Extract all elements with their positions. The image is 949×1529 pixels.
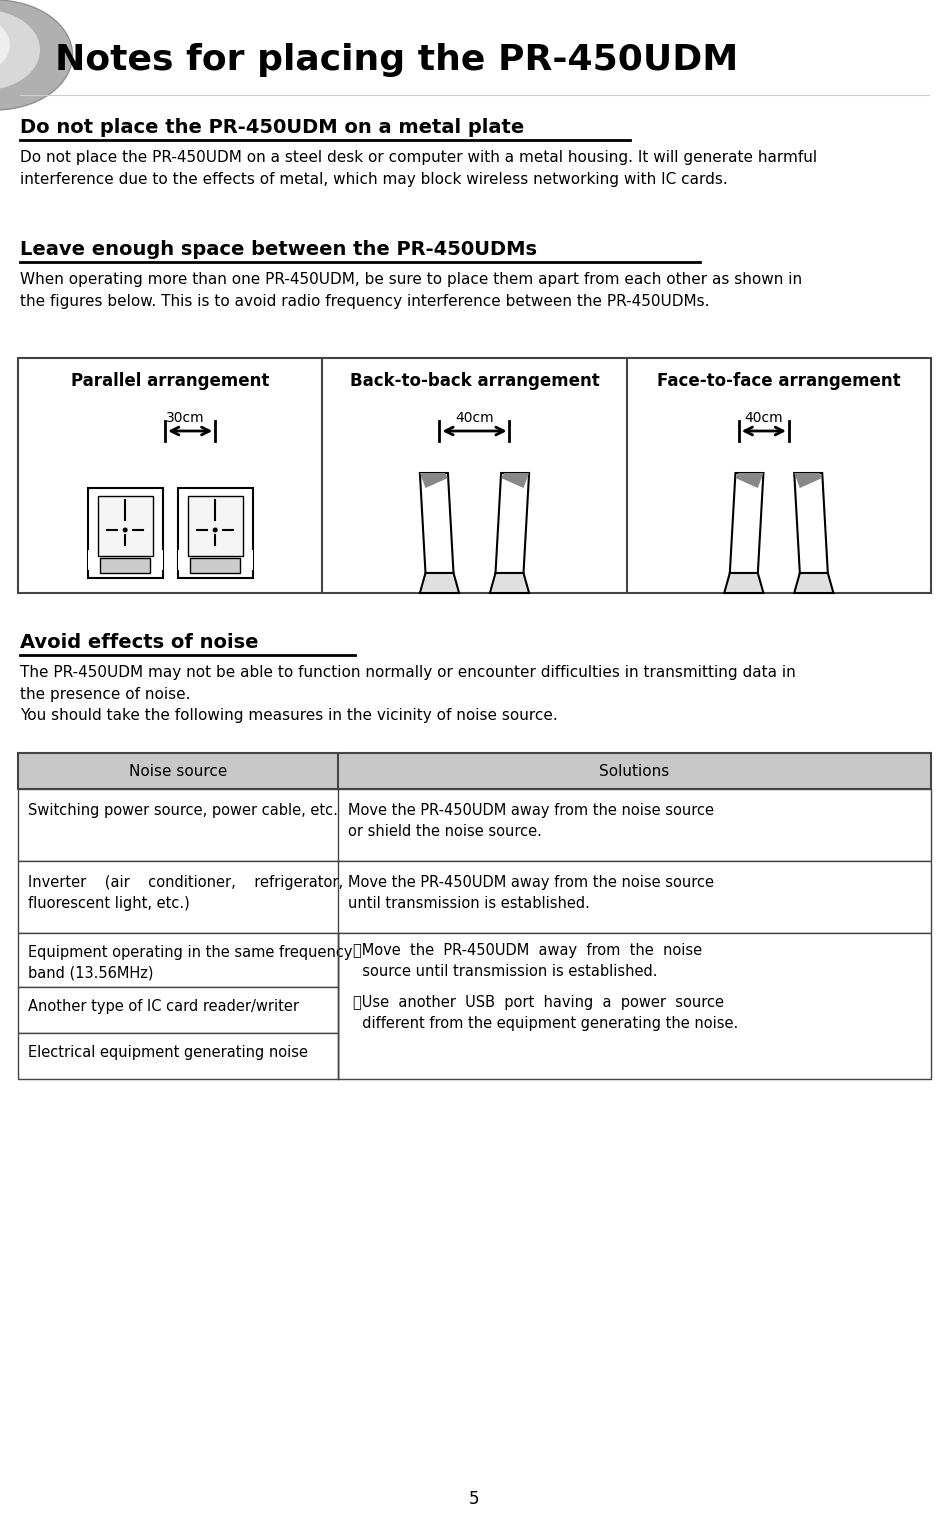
Bar [245, 550, 252, 570]
Polygon shape [490, 573, 530, 593]
Text: Switching power source, power cable, etc.: Switching power source, power cable, etc… [28, 803, 338, 818]
Bar [101, 558, 150, 573]
Text: Noise source: Noise source [129, 763, 227, 778]
Ellipse shape [0, 0, 72, 110]
Text: 40cm: 40cm [745, 411, 783, 425]
Polygon shape [794, 573, 833, 593]
Bar [338, 933, 931, 1079]
Text: 40cm: 40cm [456, 411, 493, 425]
Bar [190, 558, 240, 573]
Polygon shape [794, 472, 822, 488]
Polygon shape [419, 472, 448, 488]
Text: Notes for placing the PR-450UDM: Notes for placing the PR-450UDM [55, 43, 738, 76]
Bar [177, 488, 252, 578]
Bar [98, 495, 153, 557]
Bar [155, 550, 162, 570]
Bar [177, 550, 186, 570]
Bar [18, 861, 931, 933]
Text: When operating more than one PR-450UDM, be sure to place them apart from each ot: When operating more than one PR-450UDM, … [20, 272, 802, 309]
Bar [18, 789, 931, 861]
Polygon shape [495, 472, 530, 573]
Text: Solutions: Solutions [600, 763, 670, 778]
Bar [87, 550, 96, 570]
Text: 30cm: 30cm [166, 411, 204, 425]
Text: Another type of IC card reader/writer: Another type of IC card reader/writer [28, 998, 299, 1014]
Bar [18, 1034, 338, 1079]
Text: Do not place the PR-450UDM on a metal plate: Do not place the PR-450UDM on a metal pl… [20, 118, 524, 138]
Text: Back-to-back arrangement: Back-to-back arrangement [349, 372, 600, 390]
Polygon shape [724, 573, 763, 593]
Ellipse shape [0, 17, 10, 72]
Text: Move the PR-450UDM away from the noise source
until transmission is established.: Move the PR-450UDM away from the noise s… [348, 875, 714, 911]
Bar [18, 752, 931, 789]
Text: Leave enough space between the PR-450UDMs: Leave enough space between the PR-450UDM… [20, 240, 537, 258]
Ellipse shape [213, 528, 217, 532]
Bar [18, 988, 338, 1034]
Text: Inverter    (air    conditioner,    refrigerator,
fluorescent light, etc.): Inverter (air conditioner, refrigerator,… [28, 875, 344, 911]
Bar [18, 358, 931, 593]
Bar [87, 488, 162, 578]
Text: Parallel arrangement: Parallel arrangement [71, 372, 270, 390]
Text: Electrical equipment generating noise: Electrical equipment generating noise [28, 1044, 308, 1060]
Polygon shape [730, 472, 763, 573]
Text: 5: 5 [469, 1489, 480, 1508]
Polygon shape [419, 472, 454, 573]
Text: Move the PR-450UDM away from the noise source
or shield the noise source.: Move the PR-450UDM away from the noise s… [348, 803, 714, 839]
Text: Do not place the PR-450UDM on a steel desk or computer with a metal housing. It : Do not place the PR-450UDM on a steel de… [20, 150, 817, 187]
Bar [188, 495, 243, 557]
Text: Face-to-face arrangement: Face-to-face arrangement [657, 372, 901, 390]
Text: Avoid effects of noise: Avoid effects of noise [20, 633, 258, 651]
Ellipse shape [0, 11, 40, 90]
Text: ・Use  another  USB  port  having  a  power  source
  different from the equipmen: ・Use another USB port having a power sou… [353, 995, 738, 1031]
Polygon shape [501, 472, 530, 488]
Polygon shape [794, 472, 828, 573]
Bar [18, 933, 338, 988]
Polygon shape [735, 472, 763, 488]
Ellipse shape [122, 528, 128, 532]
Text: ・Move  the  PR-450UDM  away  from  the  noise
  source until transmission is est: ・Move the PR-450UDM away from the noise … [353, 943, 702, 979]
Text: Equipment operating in the same frequency
band (13.56MHz): Equipment operating in the same frequenc… [28, 945, 352, 982]
Polygon shape [419, 573, 459, 593]
Text: The PR-450UDM may not be able to function normally or encounter difficulties in : The PR-450UDM may not be able to functio… [20, 665, 796, 723]
